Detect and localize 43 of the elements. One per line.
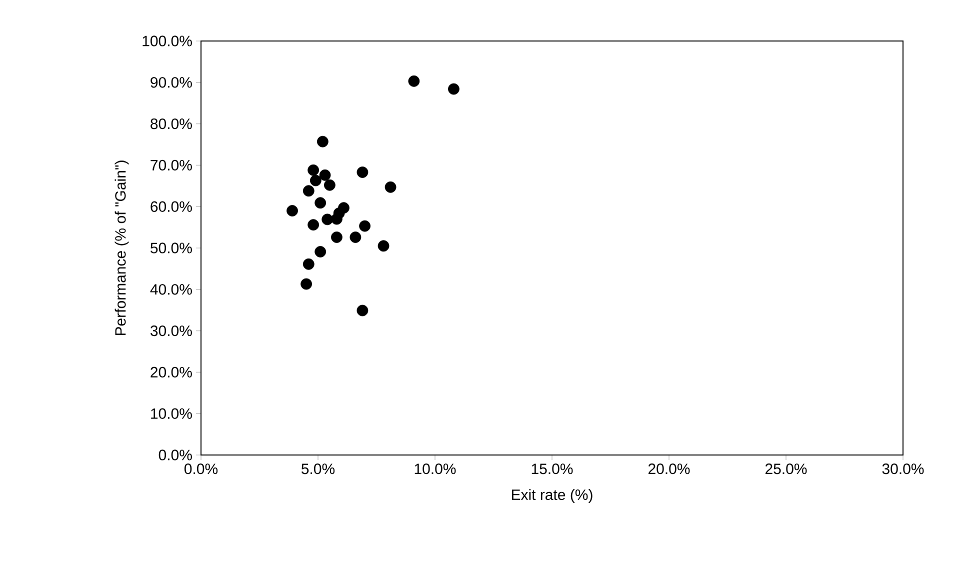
point bbox=[356, 166, 368, 178]
point bbox=[322, 214, 334, 226]
point bbox=[316, 136, 328, 148]
point bbox=[314, 246, 326, 258]
point bbox=[308, 219, 320, 231]
point bbox=[378, 240, 390, 252]
point bbox=[310, 174, 322, 186]
y-tick-label: 20.0% bbox=[150, 366, 192, 378]
x-tick-label: 15.0% bbox=[532, 464, 573, 474]
y-tick-label: 30.0% bbox=[150, 325, 192, 336]
y-tick-label: 10.0% bbox=[151, 408, 192, 419]
x-tick-label: 5.0% bbox=[302, 464, 335, 474]
x-axis-title: Exit rate (%) bbox=[512, 489, 592, 503]
x-tick-label: 30.0% bbox=[882, 464, 924, 474]
y-tick-label: 90.0% bbox=[150, 77, 192, 88]
y-axis-title: Performance (% of "Gain") bbox=[114, 160, 129, 336]
point bbox=[331, 232, 342, 243]
x-tick-label: 25.0% bbox=[765, 464, 807, 474]
point bbox=[286, 205, 298, 216]
point bbox=[384, 181, 396, 193]
x-tick-label: 10.0% bbox=[414, 464, 456, 474]
point bbox=[300, 278, 312, 290]
point bbox=[302, 185, 314, 197]
y-tick-label: 40.0% bbox=[150, 284, 192, 295]
point bbox=[359, 220, 371, 232]
point bbox=[308, 164, 320, 176]
x-tick-label: 0.0% bbox=[184, 464, 218, 474]
point bbox=[319, 169, 331, 181]
y-tick-label: 60.0% bbox=[150, 201, 192, 212]
point bbox=[350, 232, 362, 243]
point bbox=[324, 179, 336, 191]
y-tick-label: 0.0% bbox=[158, 450, 192, 460]
point bbox=[314, 197, 326, 209]
point bbox=[356, 304, 368, 316]
point bbox=[408, 75, 420, 87]
x-tick-label: 20.0% bbox=[648, 464, 690, 474]
y-tick-label: 70.0% bbox=[150, 160, 192, 170]
point bbox=[331, 213, 342, 225]
y-tick-label: 100.0% bbox=[142, 36, 192, 46]
y-tick-label: 80.0% bbox=[150, 118, 192, 130]
y-tick-label: 50.0% bbox=[150, 242, 192, 254]
point bbox=[448, 83, 460, 95]
point bbox=[302, 258, 314, 270]
